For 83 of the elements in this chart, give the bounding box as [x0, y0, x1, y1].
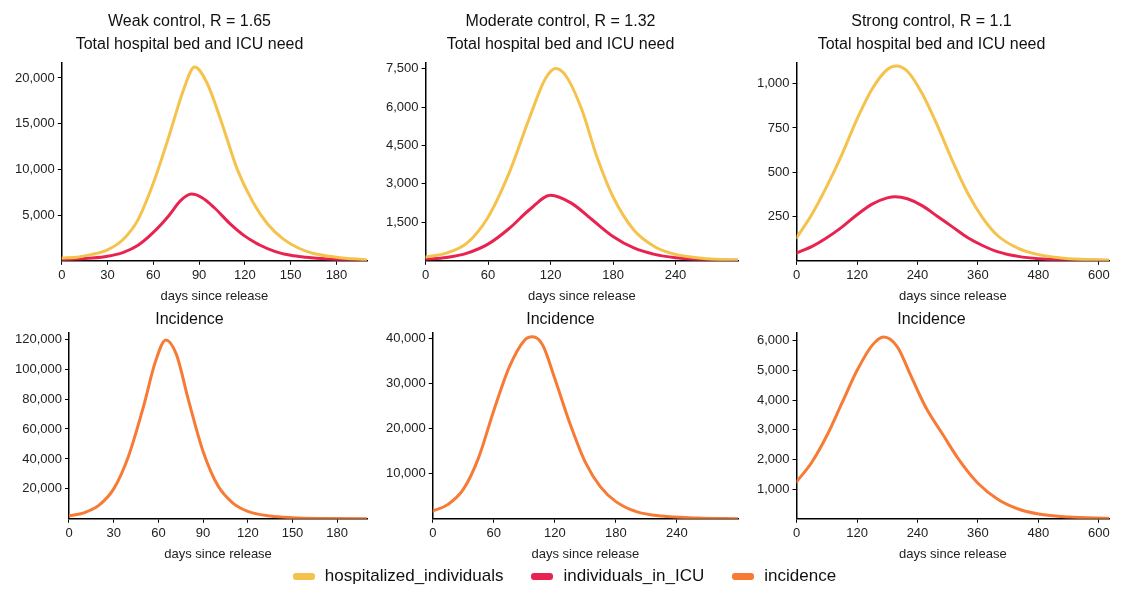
x-tick-label: 0	[792, 267, 801, 283]
chart-title: Weak control, R = 1.65	[108, 12, 272, 30]
x-tick-label: 240	[906, 267, 929, 283]
x-tick-label: 0	[58, 267, 66, 283]
chart-title: Incidence	[897, 310, 966, 328]
y-tick-label: 3,000	[756, 421, 790, 437]
x-tick-label: 600	[1088, 525, 1110, 541]
x-tick-label: 0	[421, 267, 430, 283]
x-tick-label: 240	[906, 525, 929, 541]
x-tick-label: 480	[1027, 267, 1050, 283]
x-tick-label: 180	[325, 267, 348, 283]
x-tick-label: 180	[605, 525, 627, 541]
legend-label: individuals_in_ICU	[563, 566, 705, 586]
x-tick-label: 60	[480, 267, 496, 283]
y-tick-label: 10,000	[15, 160, 55, 176]
x-tick-label: 0	[792, 525, 801, 541]
x-axis-title: days since release	[898, 545, 1007, 561]
x-tick-label: 360	[967, 525, 989, 541]
x-tick-label: 180	[326, 525, 349, 541]
chart-subtitle: Total hospital bed and ICU need	[817, 35, 1046, 53]
y-tick-label: 4,500	[385, 137, 419, 153]
y-tick-label: 3,000	[385, 175, 419, 191]
y-tick-label: 7,500	[385, 60, 419, 76]
legend-label: hospitalized_individuals	[324, 566, 504, 586]
x-tick-label: 120	[544, 525, 566, 541]
y-tick-label: 20,000	[15, 69, 55, 85]
y-tick-label: 250	[767, 208, 790, 224]
chart-title: Moderate control, R = 1.32	[465, 12, 656, 30]
y-tick-label: 15,000	[15, 115, 55, 131]
x-tick-label: 90	[191, 267, 207, 283]
x-tick-label: 360	[967, 267, 989, 283]
y-tick-label: 100,000	[14, 360, 62, 376]
chart-subtitle: Total hospital bed and ICU need	[446, 35, 675, 53]
x-tick-label: 0	[65, 525, 73, 541]
y-tick-label: 30,000	[386, 374, 426, 390]
chart-subtitle: Total hospital bed and ICU need	[75, 35, 304, 53]
y-tick-label: 40,000	[386, 329, 426, 345]
y-tick-label: 2,000	[756, 451, 790, 467]
y-tick-label: 5,000	[756, 362, 790, 378]
chart-title: Strong control, R = 1.1	[851, 12, 1012, 30]
x-tick-label: 60	[486, 525, 502, 541]
y-tick-label: 6,000	[756, 332, 790, 348]
x-axis-title: days since release	[164, 545, 272, 561]
y-tick-label: 1,500	[385, 213, 419, 229]
y-tick-label: 40,000	[22, 450, 62, 466]
x-tick-label: 150	[279, 267, 302, 283]
y-tick-label: 500	[767, 163, 790, 179]
x-axis-title: days since release	[898, 287, 1007, 303]
x-tick-label: 240	[664, 267, 687, 283]
x-tick-label: 30	[100, 267, 115, 283]
chart-title: Incidence	[155, 310, 224, 328]
x-axis-title: days since release	[531, 545, 640, 561]
x-tick-label: 30	[106, 525, 121, 541]
y-tick-label: 750	[767, 119, 790, 135]
y-tick-label: 6,000	[385, 98, 419, 114]
y-tick-label: 1,000	[756, 480, 790, 496]
y-tick-label: 20,000	[22, 480, 62, 496]
x-tick-label: 120	[846, 267, 868, 283]
y-tick-label: 10,000	[386, 465, 426, 481]
chart-title: Incidence	[526, 310, 595, 328]
y-tick-label: 20,000	[386, 420, 426, 436]
legend-label: incidence	[764, 566, 837, 586]
x-tick-label: 600	[1088, 267, 1110, 283]
x-tick-label: 120	[236, 525, 259, 541]
x-axis-title: days since release	[160, 287, 269, 303]
y-tick-label: 5,000	[22, 206, 55, 222]
x-tick-label: 180	[602, 267, 624, 283]
x-tick-label: 60	[146, 267, 161, 283]
x-tick-label: 120	[234, 267, 256, 283]
y-tick-label: 4,000	[756, 391, 790, 407]
y-tick-label: 120,000	[14, 330, 62, 346]
x-tick-label: 120	[846, 525, 868, 541]
y-tick-label: 60,000	[22, 420, 62, 436]
x-tick-label: 60	[151, 525, 166, 541]
x-tick-label: 480	[1027, 525, 1050, 541]
y-tick-label: 1,000	[756, 75, 790, 91]
x-axis-title: days since release	[527, 287, 636, 303]
x-tick-label: 120	[539, 267, 562, 283]
y-tick-label: 80,000	[22, 390, 62, 406]
x-tick-label: 90	[195, 525, 211, 541]
x-tick-label: 240	[666, 525, 688, 541]
x-tick-label: 150	[281, 525, 304, 541]
x-tick-label: 0	[429, 525, 437, 541]
